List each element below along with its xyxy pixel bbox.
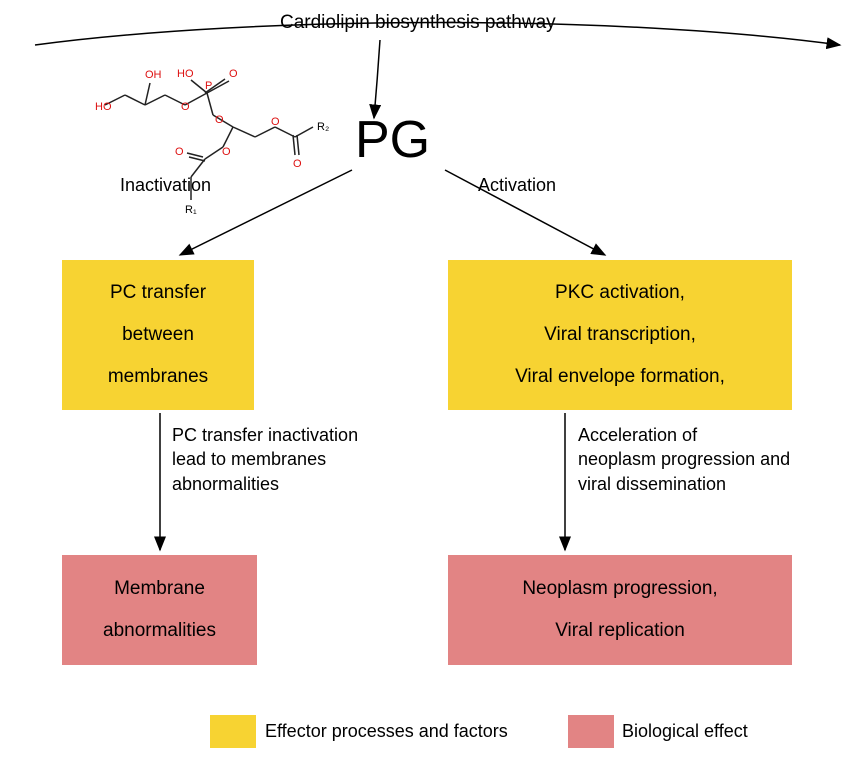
legend-effector-swatch [210,715,256,748]
legend-effector-label: Effector processes and factors [265,721,508,742]
svg-text:OH: OH [145,69,162,81]
legend-biological-label: Biological effect [622,721,748,742]
svg-text:O: O [175,146,184,158]
left-bot-line1: Membrane [114,568,205,610]
right-top-line1: PKC activation, [555,272,685,314]
right-bot-line2: Viral replication [555,610,685,652]
left-edge-line2: lead to membranes [172,447,392,471]
svg-text:O: O [181,101,190,113]
legend-biological-swatch [568,715,614,748]
right-edge-line3: viral dissemination [578,472,828,496]
right-effector-box: PKC activation, Viral transcription, Vir… [448,260,792,410]
right-bot-line1: Neoplasm progression, [522,568,717,610]
svg-text:O: O [215,114,224,126]
svg-text:O: O [293,158,302,170]
left-top-line3: membranes [108,356,208,398]
left-bot-line2: abnormalities [103,610,216,652]
left-edge-line1: PC transfer inactivation [172,423,392,447]
svg-text:HO: HO [177,68,194,80]
right-top-line2: Viral transcription, [544,314,696,356]
left-edge-line3: abnormalities [172,472,392,496]
right-biological-box: Neoplasm progression, Viral replication [448,555,792,665]
left-top-line1: PC transfer [110,272,206,314]
svg-text:O: O [271,116,280,128]
svg-text:R₁: R₁ [185,204,197,216]
molecule-icon: HO OH P O HO O O O O O O R₂ R₁ [95,55,345,235]
activation-label: Activation [478,175,556,196]
left-biological-box: Membrane abnormalities [62,555,257,665]
svg-text:P: P [205,80,212,92]
left-top-line2: between [122,314,194,356]
right-edge-line2: neoplasm progression and [578,447,828,471]
left-effector-box: PC transfer between membranes [62,260,254,410]
pg-label: PG [355,110,430,170]
right-edge-label: Acceleration of neoplasm progression and… [578,423,828,496]
svg-text:HO: HO [95,101,112,113]
svg-text:O: O [222,146,231,158]
right-edge-line1: Acceleration of [578,423,828,447]
svg-text:O: O [229,68,238,80]
svg-text:R₂: R₂ [317,121,329,133]
right-top-line3: Viral envelope formation, [515,356,725,398]
inactivation-label: Inactivation [120,175,211,196]
left-edge-label: PC transfer inactivation lead to membran… [172,423,392,496]
pathway-title: Cardiolipin biosynthesis pathway [280,12,556,34]
